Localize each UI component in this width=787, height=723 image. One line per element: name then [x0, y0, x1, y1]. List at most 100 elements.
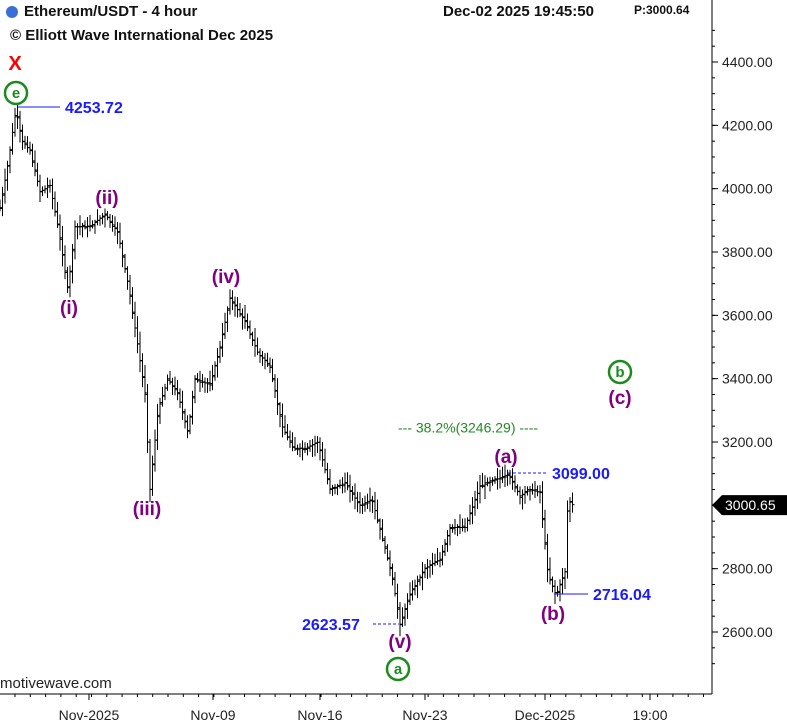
- ohlc-bar: [245, 313, 250, 332]
- ohlc-bar: [108, 213, 112, 228]
- wave-label-a: (a): [494, 447, 517, 468]
- ohlc-bar: [430, 552, 435, 575]
- ohlc-bar: [310, 438, 315, 457]
- ohlc-bar: [20, 124, 25, 150]
- ohlc-bar: [55, 202, 60, 228]
- ohlc-bar: [205, 378, 210, 393]
- ohlc-bar: [345, 472, 350, 491]
- ohlc-bar: [460, 518, 465, 532]
- ohlc-bar: [175, 379, 180, 401]
- x-tick-label: Nov-16: [297, 707, 342, 723]
- watermark: motivewave.com: [0, 675, 112, 692]
- ohlc-bar: [483, 475, 487, 499]
- ohlc-bar: [183, 408, 187, 429]
- ohlc-bar: [133, 301, 137, 338]
- ohlc-bar: [203, 377, 207, 393]
- ohlc-bar: [473, 490, 477, 516]
- ohlc-bar: [230, 290, 235, 311]
- x-marker: X: [8, 53, 22, 75]
- ohlc-bar: [70, 244, 75, 284]
- ohlc-bar: [135, 316, 140, 354]
- ohlc-bar: [443, 539, 447, 557]
- ohlc-bar: [125, 266, 130, 290]
- fib-retracement-label: --- 38.2%(3246.29) ----: [398, 419, 538, 435]
- ohlc-bar: [138, 331, 142, 373]
- ohlc-bar: [318, 437, 322, 461]
- ohlc-bar: [140, 353, 145, 388]
- wave-b-price-label: 2716.04: [593, 587, 651, 604]
- ohlc-bar: [368, 487, 372, 512]
- ohlc-bar: [515, 484, 520, 496]
- ohlc-bar: [450, 524, 455, 533]
- ohlc-bar: [385, 544, 390, 561]
- x-tick-label: Dec-2025: [515, 707, 576, 723]
- ohlc-bar: [93, 219, 97, 234]
- ohlc-bar: [215, 348, 220, 378]
- ohlc-bar: [120, 240, 125, 268]
- ohlc-bar: [33, 150, 37, 177]
- ohlc-bar: [53, 191, 57, 217]
- ohlc-bar: [23, 135, 27, 149]
- ohlc-bar: [48, 179, 52, 193]
- ohlc-bar: [30, 143, 35, 168]
- ohlc-bar: [543, 509, 547, 550]
- ohlc-bar: [350, 485, 355, 501]
- ohlc-bar: [343, 472, 347, 493]
- ohlc-bar: [328, 469, 332, 495]
- ohlc-bar: [260, 351, 265, 366]
- ohlc-bar: [358, 492, 362, 514]
- wave-a-price-label: 3099.00: [552, 466, 610, 483]
- y-tick-label: 2600.00: [722, 624, 773, 640]
- ohlc-bar: [40, 186, 45, 197]
- ohlc-bar: [448, 523, 452, 546]
- ohlc-bar: [75, 223, 80, 240]
- ohlc-bar: [290, 432, 295, 452]
- ohlc-bar: [60, 225, 65, 267]
- ohlc-bar: [18, 110, 22, 143]
- ohlc-bar: [185, 415, 190, 439]
- ohlc-bar: [353, 483, 357, 510]
- ohlc-bar: [73, 220, 77, 260]
- ohlc-bar: [528, 486, 532, 501]
- ohlc-bar: [388, 550, 392, 577]
- ohlc-bar: [373, 491, 377, 520]
- ohlc-bar: [248, 320, 252, 339]
- ohlc-bar: [338, 479, 342, 489]
- ohlc-bar: [548, 557, 552, 585]
- ohlc-bar: [170, 377, 175, 395]
- chart-datetime: Dec-02 2025 19:45:50: [443, 3, 594, 20]
- y-tick-label: 3800.00: [722, 244, 773, 260]
- ohlc-bar: [275, 378, 280, 415]
- ohlc-bar: [28, 141, 32, 155]
- wave-label-b: (b): [541, 604, 565, 625]
- ohlc-bar: [403, 603, 407, 626]
- ohlc-bar: [375, 499, 380, 524]
- ohlc-bar: [533, 481, 537, 498]
- ohlc-bar: [565, 500, 570, 579]
- ohlc-bar: [330, 484, 335, 496]
- ohlc-bar: [518, 486, 522, 505]
- ohlc-bar: [273, 374, 277, 398]
- ohlc-bar: [468, 504, 472, 525]
- ohlc-bar: [415, 575, 420, 599]
- ohlc-bar: [303, 442, 307, 453]
- ohlc-bar: [400, 607, 405, 627]
- ohlc-bar: [115, 221, 120, 245]
- ohlc-bar: [348, 474, 352, 503]
- ohlc-bar: [210, 364, 215, 391]
- ohlc-bar: [178, 388, 182, 409]
- wave-label-a-circled: a: [385, 656, 411, 682]
- ohlc-bar: [13, 107, 17, 137]
- x-tick-label: Nov-09: [190, 707, 235, 723]
- ohlc-bar: [110, 215, 115, 232]
- ohlc-bar: [238, 303, 242, 318]
- wave-label-i: (i): [60, 298, 78, 319]
- y-tick-label: 4400.00: [722, 54, 773, 70]
- x-tick-label: 19:00: [632, 707, 667, 723]
- ohlc-bar: [510, 468, 515, 490]
- ohlc-bar: [498, 469, 502, 489]
- ohlc-bar: [423, 564, 427, 579]
- ohlc-bar: [513, 475, 517, 493]
- y-tick-label: 3400.00: [722, 371, 773, 387]
